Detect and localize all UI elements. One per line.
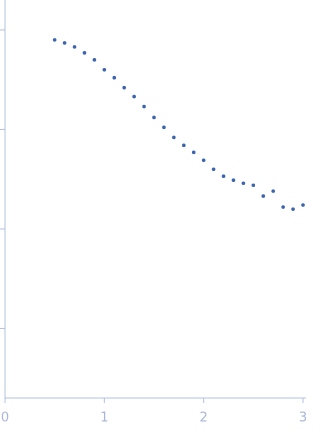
point (241, 181, 246, 186)
point (112, 75, 117, 80)
point (152, 115, 156, 120)
point (72, 45, 77, 49)
point (261, 194, 266, 198)
x-tick-label: 3 (299, 411, 306, 426)
point (211, 167, 216, 172)
point (172, 135, 176, 140)
point (102, 67, 107, 72)
point (162, 125, 166, 130)
point (251, 183, 256, 188)
point (191, 150, 196, 155)
chart: 0 1 2 3 (0, 0, 306, 426)
point (281, 205, 285, 209)
point (82, 51, 87, 55)
x-tick-label: 0 (1, 411, 9, 426)
point (52, 38, 57, 42)
point (62, 41, 67, 45)
point (142, 104, 146, 109)
point (301, 203, 305, 207)
point (201, 158, 206, 163)
point (291, 207, 295, 211)
point (221, 174, 226, 178)
point (92, 58, 97, 62)
x-tick-label: 2 (200, 411, 208, 426)
point (132, 94, 136, 99)
point (122, 85, 126, 90)
point (182, 143, 186, 148)
x-tick-label: 1 (100, 411, 108, 426)
point (271, 189, 276, 193)
point (231, 178, 236, 183)
